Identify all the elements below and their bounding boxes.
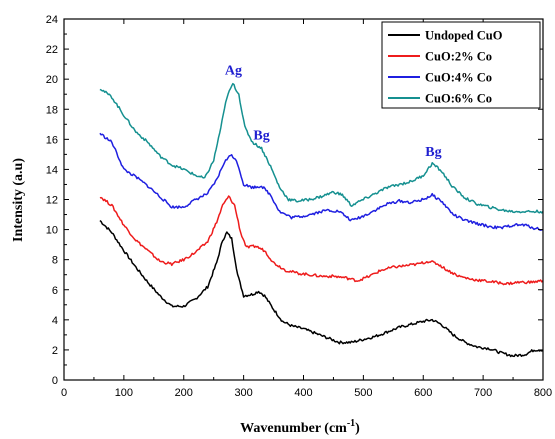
- legend: Undoped CuO CuO:2% Co CuO:4% Co CuO:6% Co: [381, 21, 541, 109]
- x-tick-label: 0: [61, 387, 67, 399]
- y-tick-label: 22: [46, 44, 58, 56]
- x-tick-label: 100: [115, 387, 133, 399]
- x-tick-label: 600: [414, 387, 432, 399]
- legend-label: Undoped CuO: [425, 29, 503, 43]
- legend-label: CuO:6% Co: [425, 92, 492, 106]
- peak-label: Bg: [253, 128, 269, 143]
- x-tick-label: 200: [175, 387, 193, 399]
- y-tick-label: 2: [52, 345, 58, 357]
- series-group: [99, 82, 544, 358]
- y-tick-label: 0: [52, 375, 58, 387]
- legend-box: [381, 21, 541, 109]
- legend-label: CuO:4% Co: [425, 71, 492, 85]
- legend-label: CuO:2% Co: [425, 50, 492, 64]
- x-axis-title: Wavenumber (cm-1): [240, 418, 360, 436]
- x-tick-label: 400: [294, 387, 312, 399]
- x-tick-label: 300: [234, 387, 252, 399]
- x-tick-label: 700: [474, 387, 492, 399]
- series-line-3: [99, 82, 544, 214]
- y-tick-label: 10: [46, 225, 58, 237]
- x-axis-title-close: ): [355, 421, 360, 436]
- y-tick-label: 12: [46, 195, 58, 207]
- peak-label: Bg: [425, 145, 441, 160]
- y-tick-label: 6: [52, 285, 58, 297]
- series-line-0: [99, 220, 544, 358]
- x-tick-label: 500: [354, 387, 372, 399]
- y-tick-label: 14: [46, 164, 58, 176]
- y-tick-label: 24: [46, 14, 58, 26]
- x-tick-label: 800: [534, 387, 552, 399]
- x-axis-title-superscript: -1: [347, 418, 355, 429]
- series-line-2: [99, 132, 544, 231]
- annotations-group: Ag Bg Bg: [225, 64, 442, 160]
- x-axis: 0 100 200 300 400 500 600 700 800: [61, 19, 552, 399]
- y-tick-label: 8: [52, 255, 58, 267]
- y-tick-label: 16: [46, 134, 58, 146]
- x-axis-title-main: Wavenumber (cm: [240, 421, 347, 436]
- y-tick-label: 4: [52, 315, 58, 327]
- y-tick-label: 20: [46, 74, 58, 86]
- y-tick-label: 18: [46, 104, 58, 116]
- series-line-1: [99, 195, 544, 286]
- peak-label: Ag: [225, 64, 242, 79]
- y-axis-title: Intensity (a.u): [11, 158, 26, 242]
